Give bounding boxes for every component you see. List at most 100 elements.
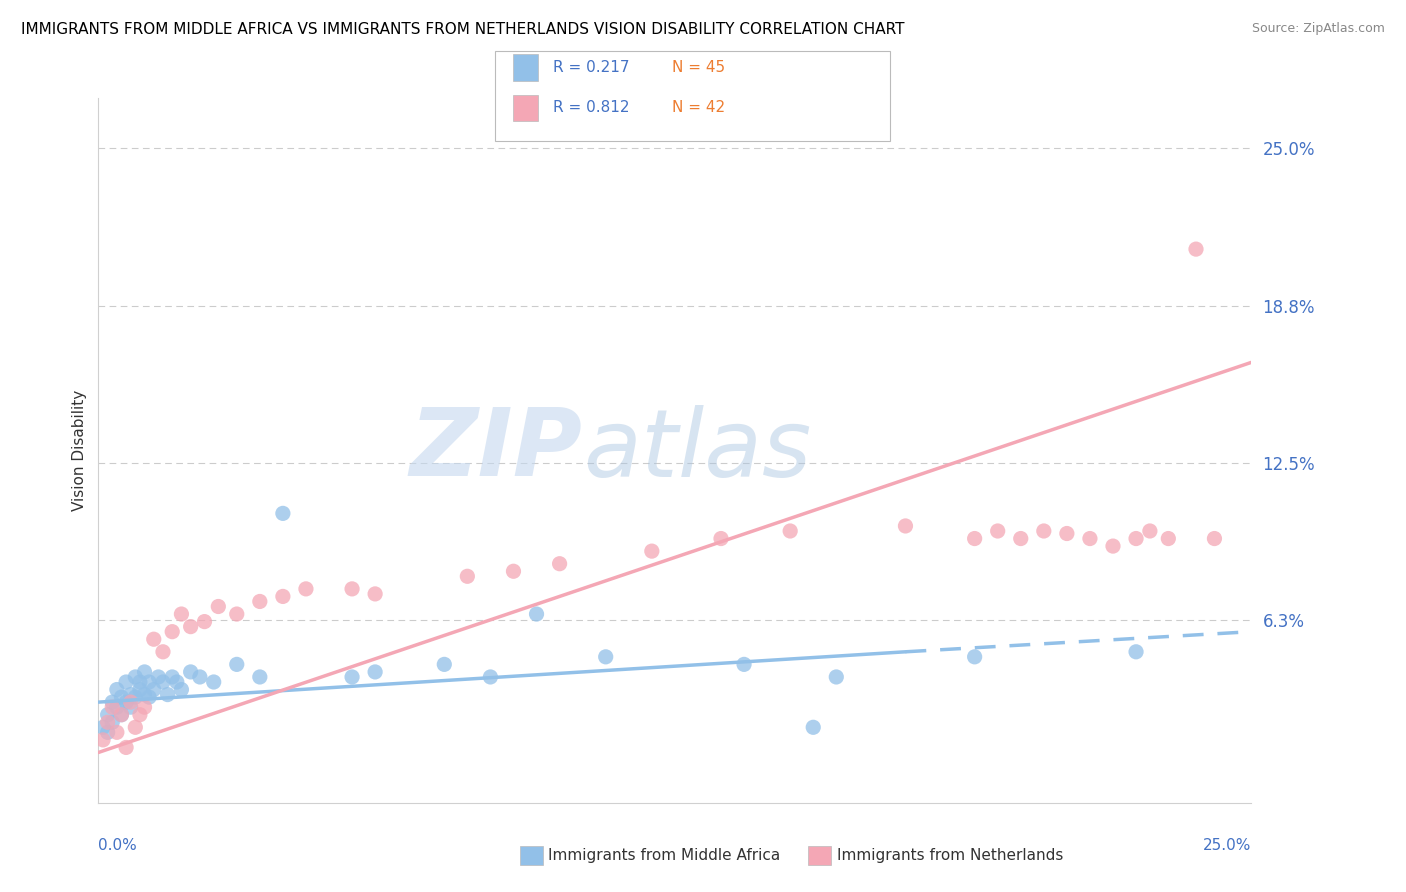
Point <box>249 670 271 684</box>
Point <box>148 670 170 684</box>
Point <box>180 665 202 679</box>
Point <box>548 557 571 571</box>
Point <box>138 690 160 705</box>
Text: R = 0.217: R = 0.217 <box>553 60 628 75</box>
Point <box>526 607 548 621</box>
Point <box>110 690 132 705</box>
Point <box>160 670 183 684</box>
Point <box>152 645 174 659</box>
Point <box>364 587 387 601</box>
Point <box>433 657 456 672</box>
Point <box>134 700 156 714</box>
Point <box>1102 539 1125 553</box>
Point <box>779 524 801 538</box>
Point <box>894 519 917 533</box>
Point <box>1032 524 1054 538</box>
Point <box>97 725 120 739</box>
Point <box>134 665 156 679</box>
Point <box>115 675 138 690</box>
Point <box>340 670 363 684</box>
Point <box>1056 526 1078 541</box>
Point <box>97 707 120 722</box>
Point <box>91 732 114 747</box>
Point <box>963 649 986 664</box>
Point <box>160 624 183 639</box>
Text: Immigrants from Middle Africa: Immigrants from Middle Africa <box>548 848 780 863</box>
Point <box>124 720 146 734</box>
Point <box>502 564 524 578</box>
Point <box>129 707 152 722</box>
Point <box>963 532 986 546</box>
Point <box>1157 532 1180 546</box>
Text: R = 0.812: R = 0.812 <box>553 101 628 115</box>
Point <box>101 715 124 730</box>
Point <box>801 720 824 734</box>
Text: 25.0%: 25.0% <box>1204 838 1251 853</box>
Point <box>271 507 294 521</box>
Point <box>295 582 318 596</box>
Point <box>156 688 179 702</box>
Point <box>105 700 128 714</box>
Point <box>142 632 165 647</box>
Point <box>110 707 132 722</box>
Point <box>340 582 363 596</box>
Point <box>124 670 146 684</box>
Point <box>249 594 271 608</box>
Y-axis label: Vision Disability: Vision Disability <box>72 390 87 511</box>
Point <box>207 599 229 614</box>
Text: N = 45: N = 45 <box>672 60 725 75</box>
Point <box>733 657 755 672</box>
Point <box>134 688 156 702</box>
Text: Immigrants from Netherlands: Immigrants from Netherlands <box>837 848 1063 863</box>
Point <box>1139 524 1161 538</box>
Point <box>120 695 142 709</box>
Point <box>170 682 193 697</box>
Point <box>124 690 146 705</box>
Text: 0.0%: 0.0% <box>98 838 138 853</box>
Point <box>825 670 848 684</box>
Point <box>225 657 247 672</box>
Point <box>105 682 128 697</box>
Point <box>110 707 132 722</box>
Point <box>1125 532 1147 546</box>
Text: N = 42: N = 42 <box>672 101 725 115</box>
Point <box>188 670 211 684</box>
Point <box>180 619 202 633</box>
Point <box>202 675 225 690</box>
Point <box>1010 532 1032 546</box>
Point <box>456 569 478 583</box>
Point <box>641 544 664 558</box>
Point <box>710 532 733 546</box>
Point <box>1185 242 1208 256</box>
Point <box>105 725 128 739</box>
Point <box>225 607 247 621</box>
Point <box>101 700 124 714</box>
Text: Source: ZipAtlas.com: Source: ZipAtlas.com <box>1251 22 1385 36</box>
Text: IMMIGRANTS FROM MIDDLE AFRICA VS IMMIGRANTS FROM NETHERLANDS VISION DISABILITY C: IMMIGRANTS FROM MIDDLE AFRICA VS IMMIGRA… <box>21 22 904 37</box>
Point <box>120 700 142 714</box>
Point <box>101 695 124 709</box>
Point <box>115 740 138 755</box>
Point <box>595 649 617 664</box>
Point <box>120 688 142 702</box>
Point <box>129 682 152 697</box>
Point <box>91 720 114 734</box>
Point <box>152 675 174 690</box>
Point <box>1125 645 1147 659</box>
Point <box>142 682 165 697</box>
Point <box>271 590 294 604</box>
Point <box>166 675 188 690</box>
Point <box>1078 532 1101 546</box>
Point <box>170 607 193 621</box>
Point <box>138 675 160 690</box>
Point <box>115 695 138 709</box>
Point <box>97 715 120 730</box>
Point <box>479 670 502 684</box>
Text: ZIP: ZIP <box>409 404 582 497</box>
Point <box>129 675 152 690</box>
Text: atlas: atlas <box>582 405 811 496</box>
Point <box>193 615 215 629</box>
Point <box>364 665 387 679</box>
Point <box>1204 532 1226 546</box>
Point <box>987 524 1010 538</box>
